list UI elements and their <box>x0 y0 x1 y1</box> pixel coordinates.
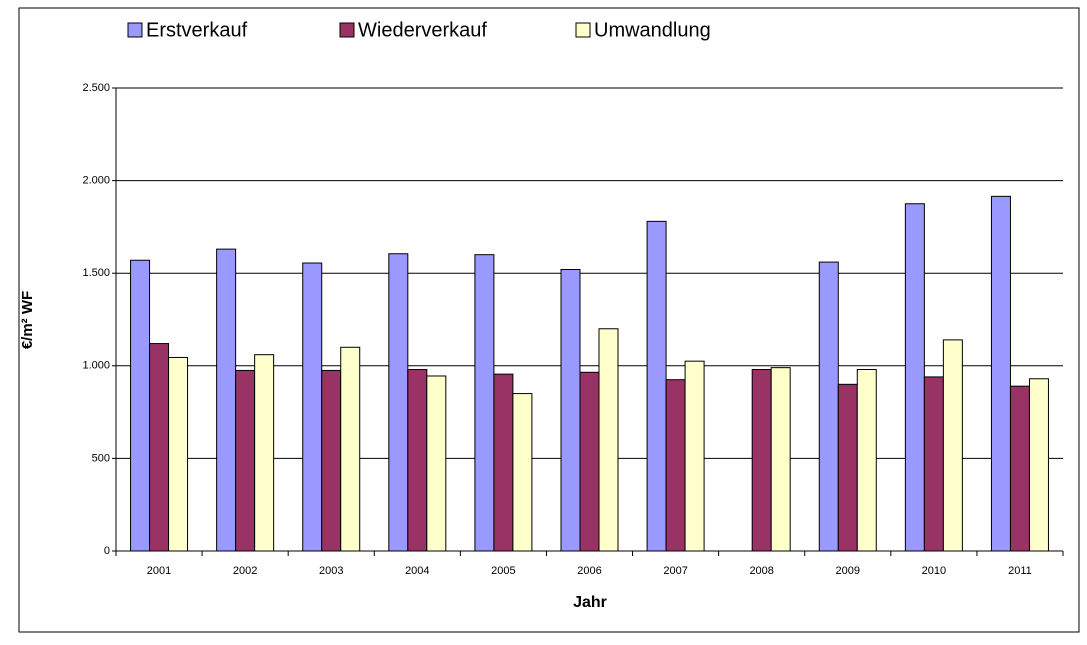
bar <box>904 203 925 552</box>
x-tick-label: 2005 <box>491 565 515 577</box>
y-axis-title: €/m² WF <box>19 291 36 349</box>
bar <box>684 360 705 552</box>
x-tick-label: 2002 <box>233 565 257 577</box>
y-tick-label: 500 <box>92 452 110 464</box>
bar <box>426 375 447 552</box>
legend-swatch <box>127 22 143 38</box>
bar <box>388 253 409 552</box>
y-tick-label: 2.500 <box>82 82 110 94</box>
bar <box>407 369 428 552</box>
x-tick-label: 2003 <box>319 565 343 577</box>
x-tick-label: 2009 <box>836 565 860 577</box>
bar <box>130 259 151 552</box>
bar <box>149 343 170 552</box>
x-tick-label: 2010 <box>922 565 946 577</box>
bar <box>1028 378 1049 552</box>
x-tick-label: 2006 <box>577 565 601 577</box>
bar <box>321 369 342 552</box>
bar <box>990 195 1011 552</box>
bar <box>770 367 791 552</box>
bar <box>216 248 237 552</box>
bar <box>598 328 619 552</box>
x-tick-label: 2008 <box>749 565 773 577</box>
bar <box>474 254 495 552</box>
x-tick-label: 2004 <box>405 565 429 577</box>
bar <box>665 379 686 552</box>
x-tick-label: 2001 <box>147 565 171 577</box>
y-tick-label: 2.000 <box>82 175 110 187</box>
chart-border <box>18 7 1080 633</box>
y-tick-label: 1.500 <box>82 267 110 279</box>
bar <box>579 371 600 552</box>
legend-label: Umwandlung <box>594 19 711 41</box>
y-tick-label: 0 <box>104 545 110 557</box>
bar <box>923 376 944 552</box>
bar <box>235 369 256 552</box>
bar <box>751 369 772 552</box>
bar <box>340 346 361 552</box>
bar <box>837 383 858 552</box>
y-tick-label: 1.000 <box>82 360 110 372</box>
x-axis-title: Jahr <box>573 594 607 611</box>
bar <box>942 339 963 552</box>
legend-label: Erstverkauf <box>146 19 248 41</box>
bar <box>560 268 581 552</box>
x-tick-label: 2011 <box>1008 565 1032 577</box>
bar <box>254 354 275 552</box>
bar <box>302 262 323 552</box>
x-tick-label: 2007 <box>663 565 687 577</box>
bar <box>646 220 667 552</box>
bar <box>512 393 533 552</box>
legend-label: Wiederverkauf <box>358 19 487 41</box>
legend-swatch <box>575 22 591 38</box>
bar <box>1009 385 1030 552</box>
bar <box>168 356 189 552</box>
bar <box>493 373 514 552</box>
legend-swatch <box>339 22 355 38</box>
bar <box>856 369 877 552</box>
bar <box>818 261 839 552</box>
